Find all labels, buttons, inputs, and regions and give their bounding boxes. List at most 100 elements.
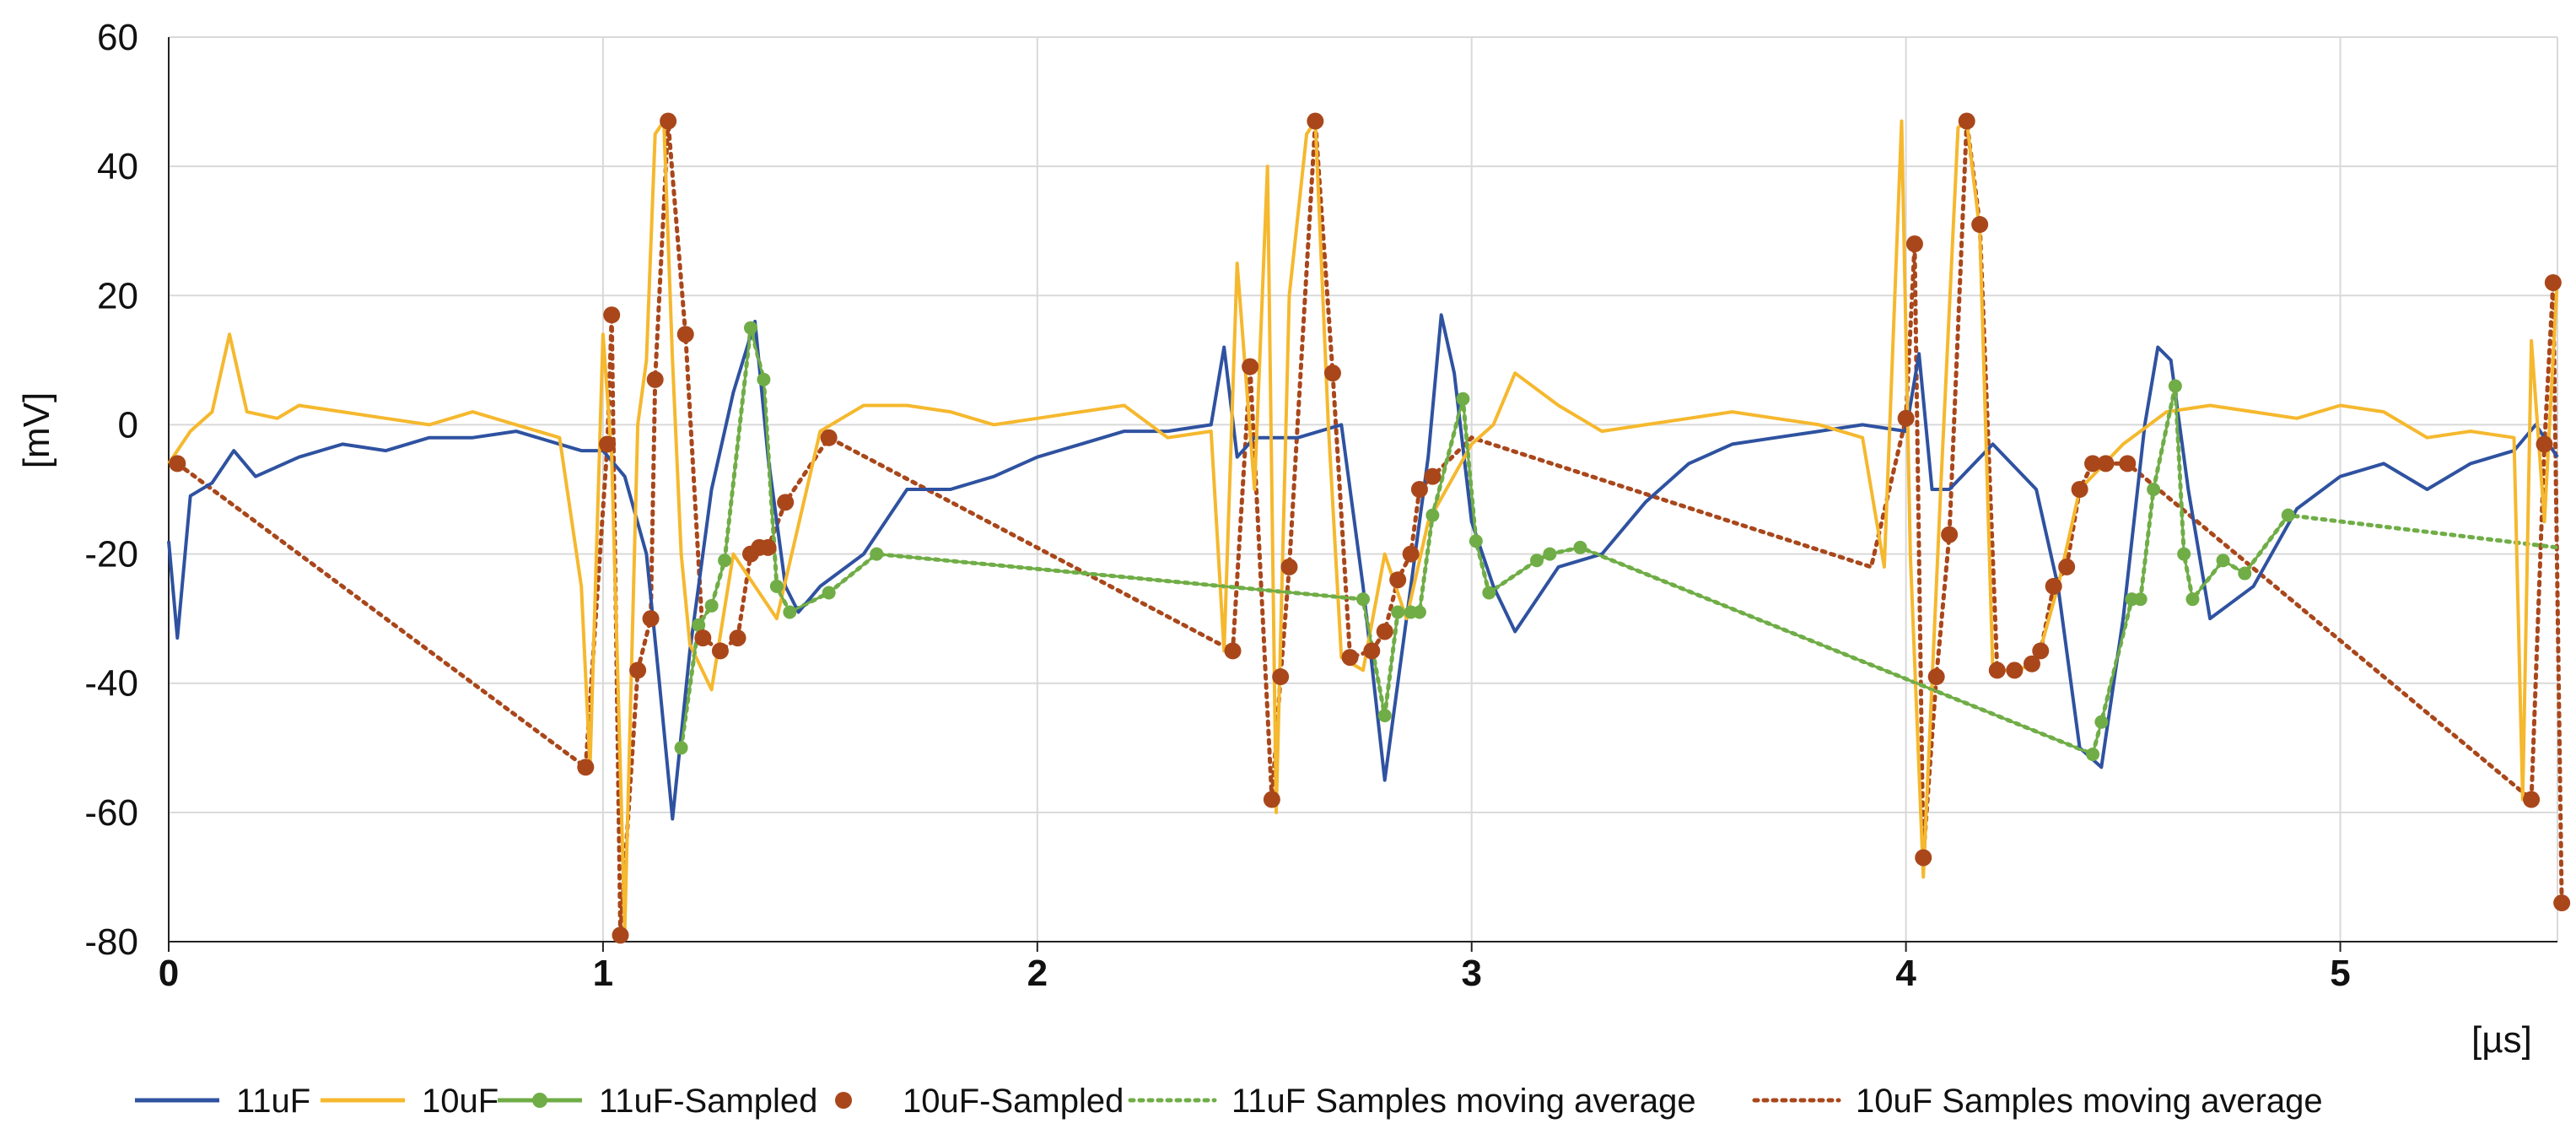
- data-point: [1376, 623, 1393, 640]
- data-point: [1469, 534, 1483, 548]
- data-point: [1323, 365, 1341, 382]
- data-point: [2536, 435, 2553, 453]
- data-point: [2238, 566, 2252, 581]
- legend-label: 11uF-Sampled: [599, 1083, 817, 1120]
- data-point: [870, 547, 884, 561]
- data-point: [1897, 409, 1915, 427]
- data-point: [1263, 791, 1280, 808]
- legend-item-11uf: 11uF: [135, 1083, 310, 1120]
- y-tick-label: -20: [84, 534, 138, 575]
- data-point: [2147, 483, 2161, 496]
- series-line-11uf-samples-moving-average: [679, 327, 2560, 758]
- series-10uf-sampled: [169, 112, 2571, 944]
- legend-label: 10uF Samples moving average: [1856, 1083, 2323, 1120]
- x-tick-label: 5: [2330, 953, 2350, 994]
- data-point: [1905, 235, 1923, 253]
- data-point: [1543, 547, 1557, 561]
- data-point: [777, 494, 795, 511]
- y-tick-label: -40: [84, 663, 138, 705]
- data-point: [783, 605, 797, 619]
- data-point: [1363, 642, 1381, 660]
- legend-item-10uf-sampled: 10uF-Sampled: [835, 1083, 1124, 1120]
- data-point: [1573, 540, 1587, 554]
- legend-item-10uf-samples-moving-average: 10uF Samples moving average: [1752, 1083, 2323, 1120]
- legend-item-10uf: 10uF: [321, 1083, 498, 1120]
- data-point: [2084, 455, 2102, 473]
- data-point: [577, 759, 595, 776]
- legend-label: 10uF: [422, 1083, 498, 1120]
- data-point: [1389, 571, 1407, 589]
- series-11uf-samples-moving-average: [679, 327, 2560, 758]
- data-point: [769, 579, 784, 593]
- legend-label: 11uF: [236, 1083, 310, 1120]
- tick-labels: -80 -60 -40 -20 0 20 40 60 0 1 2 3 4 5: [84, 17, 2350, 994]
- data-point: [603, 306, 621, 324]
- data-point: [2119, 455, 2137, 473]
- data-point: [1927, 668, 1945, 686]
- data-point: [642, 610, 660, 628]
- data-point: [759, 538, 777, 556]
- data-point: [2058, 558, 2076, 575]
- y-tick-label: 40: [97, 146, 138, 187]
- legend: 11uF 10uF 11uF-Sampled 10uF-Sampled 11uF Sam…: [135, 1083, 2323, 1120]
- data-point: [2032, 642, 2050, 660]
- data-point: [2023, 655, 2040, 672]
- x-axis-label: [µs]: [2471, 1019, 2532, 1061]
- data-point: [1412, 605, 1426, 619]
- data-point: [2523, 791, 2541, 808]
- data-point: [1958, 112, 1975, 130]
- data-point: [2133, 592, 2148, 607]
- data-point: [1307, 112, 1324, 130]
- data-point: [1280, 558, 1298, 575]
- plot-area: [167, 112, 2571, 944]
- data-point: [660, 112, 677, 130]
- data-point: [629, 662, 647, 679]
- data-point: [2006, 662, 2024, 679]
- data-point: [1341, 649, 1359, 667]
- legend-label: 11uF Samples moving average: [1231, 1083, 1696, 1120]
- data-point: [1377, 709, 1392, 722]
- data-point: [711, 642, 729, 660]
- data-point: [2097, 455, 2115, 473]
- data-point: [2544, 273, 2562, 291]
- data-point: [2086, 747, 2100, 761]
- y-tick-label: 0: [118, 404, 138, 446]
- legend-item-11uf-sampled: 11uF-Sampled: [498, 1083, 817, 1120]
- data-point: [822, 586, 836, 600]
- data-point: [692, 618, 706, 632]
- x-tick-label: 0: [159, 953, 179, 994]
- data-point: [694, 629, 712, 647]
- data-point: [1529, 554, 1544, 568]
- x-tick-label: 4: [1895, 953, 1916, 994]
- data-point: [1424, 467, 1442, 485]
- x-tick-label: 1: [593, 953, 613, 994]
- grid: [169, 36, 2558, 942]
- data-point: [1425, 508, 1440, 522]
- data-point: [2553, 894, 2571, 912]
- data-point: [1272, 668, 1290, 686]
- data-point: [1410, 481, 1428, 498]
- data-point: [2281, 508, 2295, 522]
- data-point: [2185, 592, 2200, 607]
- series-11uf-sampled: [674, 321, 2295, 761]
- data-point: [1941, 526, 1959, 543]
- data-point: [2216, 554, 2230, 568]
- data-point: [2168, 379, 2182, 393]
- data-point: [1356, 592, 1370, 607]
- y-axis-label: [mV]: [16, 392, 57, 468]
- data-point: [757, 372, 771, 386]
- data-point: [1456, 392, 1470, 406]
- data-point: [646, 370, 664, 388]
- data-point: [1224, 642, 1242, 660]
- x-tick-label: 2: [1027, 953, 1048, 994]
- legend-marker: [532, 1093, 547, 1108]
- y-tick-label: -60: [84, 792, 138, 834]
- series-line-11uf: [167, 313, 2559, 821]
- data-point: [674, 741, 688, 755]
- data-point: [743, 321, 757, 335]
- data-point: [2094, 715, 2109, 729]
- data-point: [820, 429, 838, 446]
- data-point: [676, 326, 694, 343]
- data-point: [169, 455, 186, 473]
